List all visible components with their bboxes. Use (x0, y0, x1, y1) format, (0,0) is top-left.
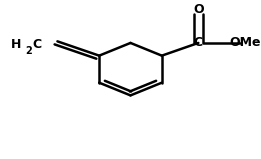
Text: OMe: OMe (230, 36, 261, 49)
Text: C: C (33, 38, 42, 51)
Text: H: H (10, 38, 21, 51)
Text: C: C (194, 36, 203, 49)
Text: 2: 2 (25, 46, 32, 56)
Text: O: O (193, 3, 204, 16)
